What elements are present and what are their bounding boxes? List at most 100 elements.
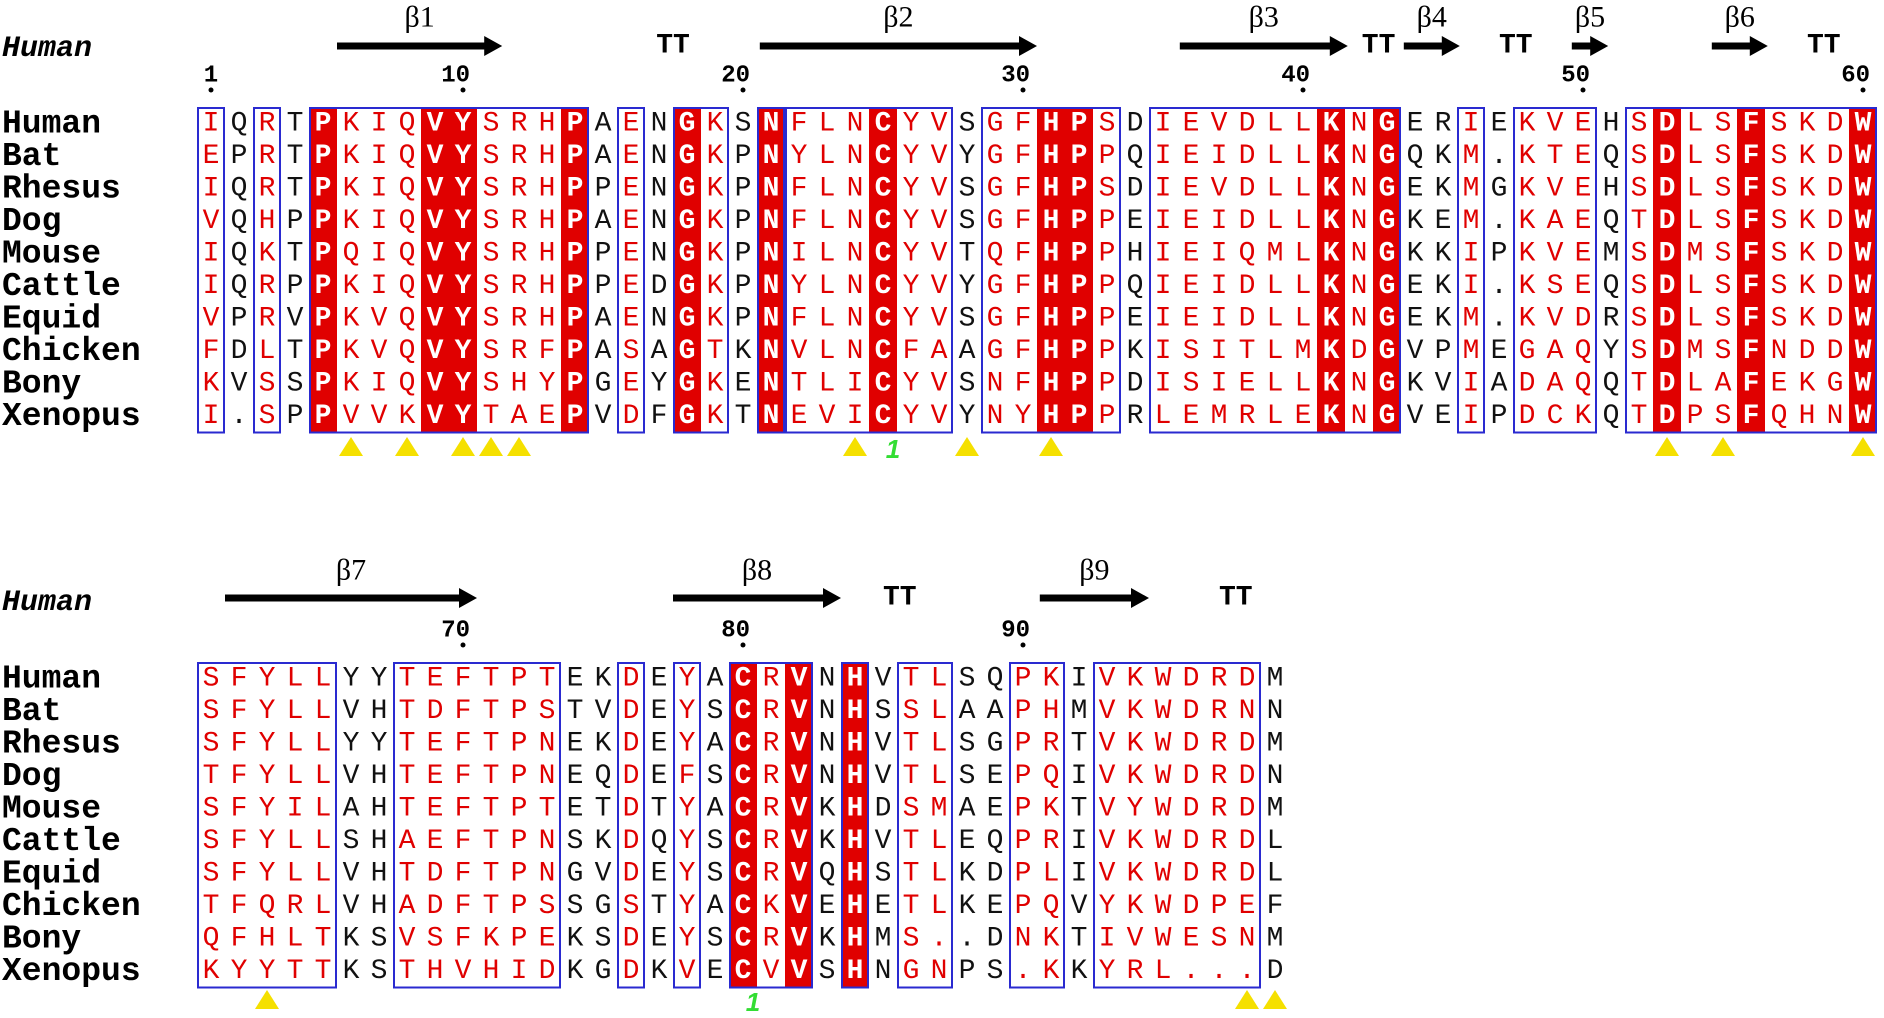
residue: P (1071, 271, 1088, 302)
residue: H (539, 304, 556, 335)
similarity-box (197, 107, 225, 434)
residue: Q (203, 924, 220, 955)
residue: V (931, 271, 948, 302)
residue: P (595, 271, 612, 302)
residue: T (287, 336, 304, 367)
residue: L (1687, 206, 1704, 237)
residue: S (427, 924, 444, 955)
residue: H (1043, 696, 1060, 727)
residue: D (1827, 141, 1844, 172)
residue: P (1015, 891, 1032, 922)
residue: T (903, 729, 920, 760)
residue: P (315, 174, 332, 205)
residue: V (343, 859, 360, 890)
residue: L (315, 859, 332, 890)
site-marker (1711, 437, 1735, 456)
residue: K (1799, 206, 1816, 237)
residue: Q (399, 109, 416, 140)
residue: Y (1099, 956, 1116, 987)
residue: F (1015, 271, 1032, 302)
species-name: Equid (2, 856, 101, 893)
species-name: Xenopus (2, 953, 141, 990)
residue: P (1099, 304, 1116, 335)
residue: F (231, 696, 248, 727)
residue: P (511, 664, 528, 695)
species-name: Bony (2, 921, 81, 958)
residue: N (1351, 401, 1368, 432)
residue: T (903, 826, 920, 857)
residue: F (231, 826, 248, 857)
residue: S (959, 369, 976, 400)
residue: D (1827, 206, 1844, 237)
residue: R (1435, 109, 1452, 140)
residue: P (287, 271, 304, 302)
residue: P (1099, 271, 1116, 302)
residue: G (987, 109, 1004, 140)
position-number: 1 (204, 63, 218, 90)
residue: L (819, 141, 836, 172)
residue: A (1715, 369, 1732, 400)
residue: N (1015, 924, 1032, 955)
residue: S (623, 336, 640, 367)
residue: E (1183, 141, 1200, 172)
residue: L (931, 729, 948, 760)
residue: D (1239, 859, 1256, 890)
residue: S (1715, 141, 1732, 172)
strand-label: β2 (883, 1, 913, 34)
residue: Y (903, 271, 920, 302)
disulfide-label: 1 (886, 434, 900, 464)
residue: S (875, 859, 892, 890)
residue: F (1015, 239, 1032, 270)
residue: Y (343, 664, 360, 695)
residue: K (1799, 369, 1816, 400)
residue: F (455, 761, 472, 792)
residue: T (707, 336, 724, 367)
residue: V (791, 794, 808, 825)
residue: L (819, 174, 836, 205)
residue: F (1015, 206, 1032, 237)
residue: V (679, 956, 696, 987)
residue: C (875, 174, 892, 205)
residue: S (1631, 271, 1648, 302)
residue: E (567, 794, 584, 825)
residue: K (1043, 794, 1060, 825)
residue: D (539, 956, 556, 987)
residue: F (455, 859, 472, 890)
residue: H (847, 956, 864, 987)
similarity-box (1093, 662, 1261, 989)
residue: K (1043, 664, 1060, 695)
residue: V (931, 239, 948, 270)
residue: Y (1127, 794, 1144, 825)
conserved-column (449, 108, 477, 433)
residue: G (1519, 336, 1536, 367)
residue: S (707, 826, 724, 857)
residue: R (511, 271, 528, 302)
residue: G (1827, 369, 1844, 400)
residue: G (595, 891, 612, 922)
residue: S (371, 924, 388, 955)
residue: V (1099, 761, 1116, 792)
residue: V (427, 369, 444, 400)
position-dot (1300, 87, 1306, 93)
residue: T (1239, 336, 1256, 367)
residue: C (875, 336, 892, 367)
residue: P (231, 141, 248, 172)
site-marker (843, 437, 867, 456)
residue: W (1855, 336, 1872, 367)
residue: P (315, 141, 332, 172)
residue: N (539, 729, 556, 760)
residue: N (1351, 109, 1368, 140)
residue: A (399, 826, 416, 857)
similarity-box (981, 107, 1121, 434)
residue: N (1351, 304, 1368, 335)
residue: S (483, 141, 500, 172)
residue: H (847, 794, 864, 825)
residue: T (1631, 206, 1648, 237)
residue: N (651, 174, 668, 205)
similarity-box (897, 662, 953, 989)
residue: P (567, 174, 584, 205)
residue: A (595, 304, 612, 335)
residue: E (707, 956, 724, 987)
residue: E (1575, 206, 1592, 237)
residue: C (735, 729, 752, 760)
